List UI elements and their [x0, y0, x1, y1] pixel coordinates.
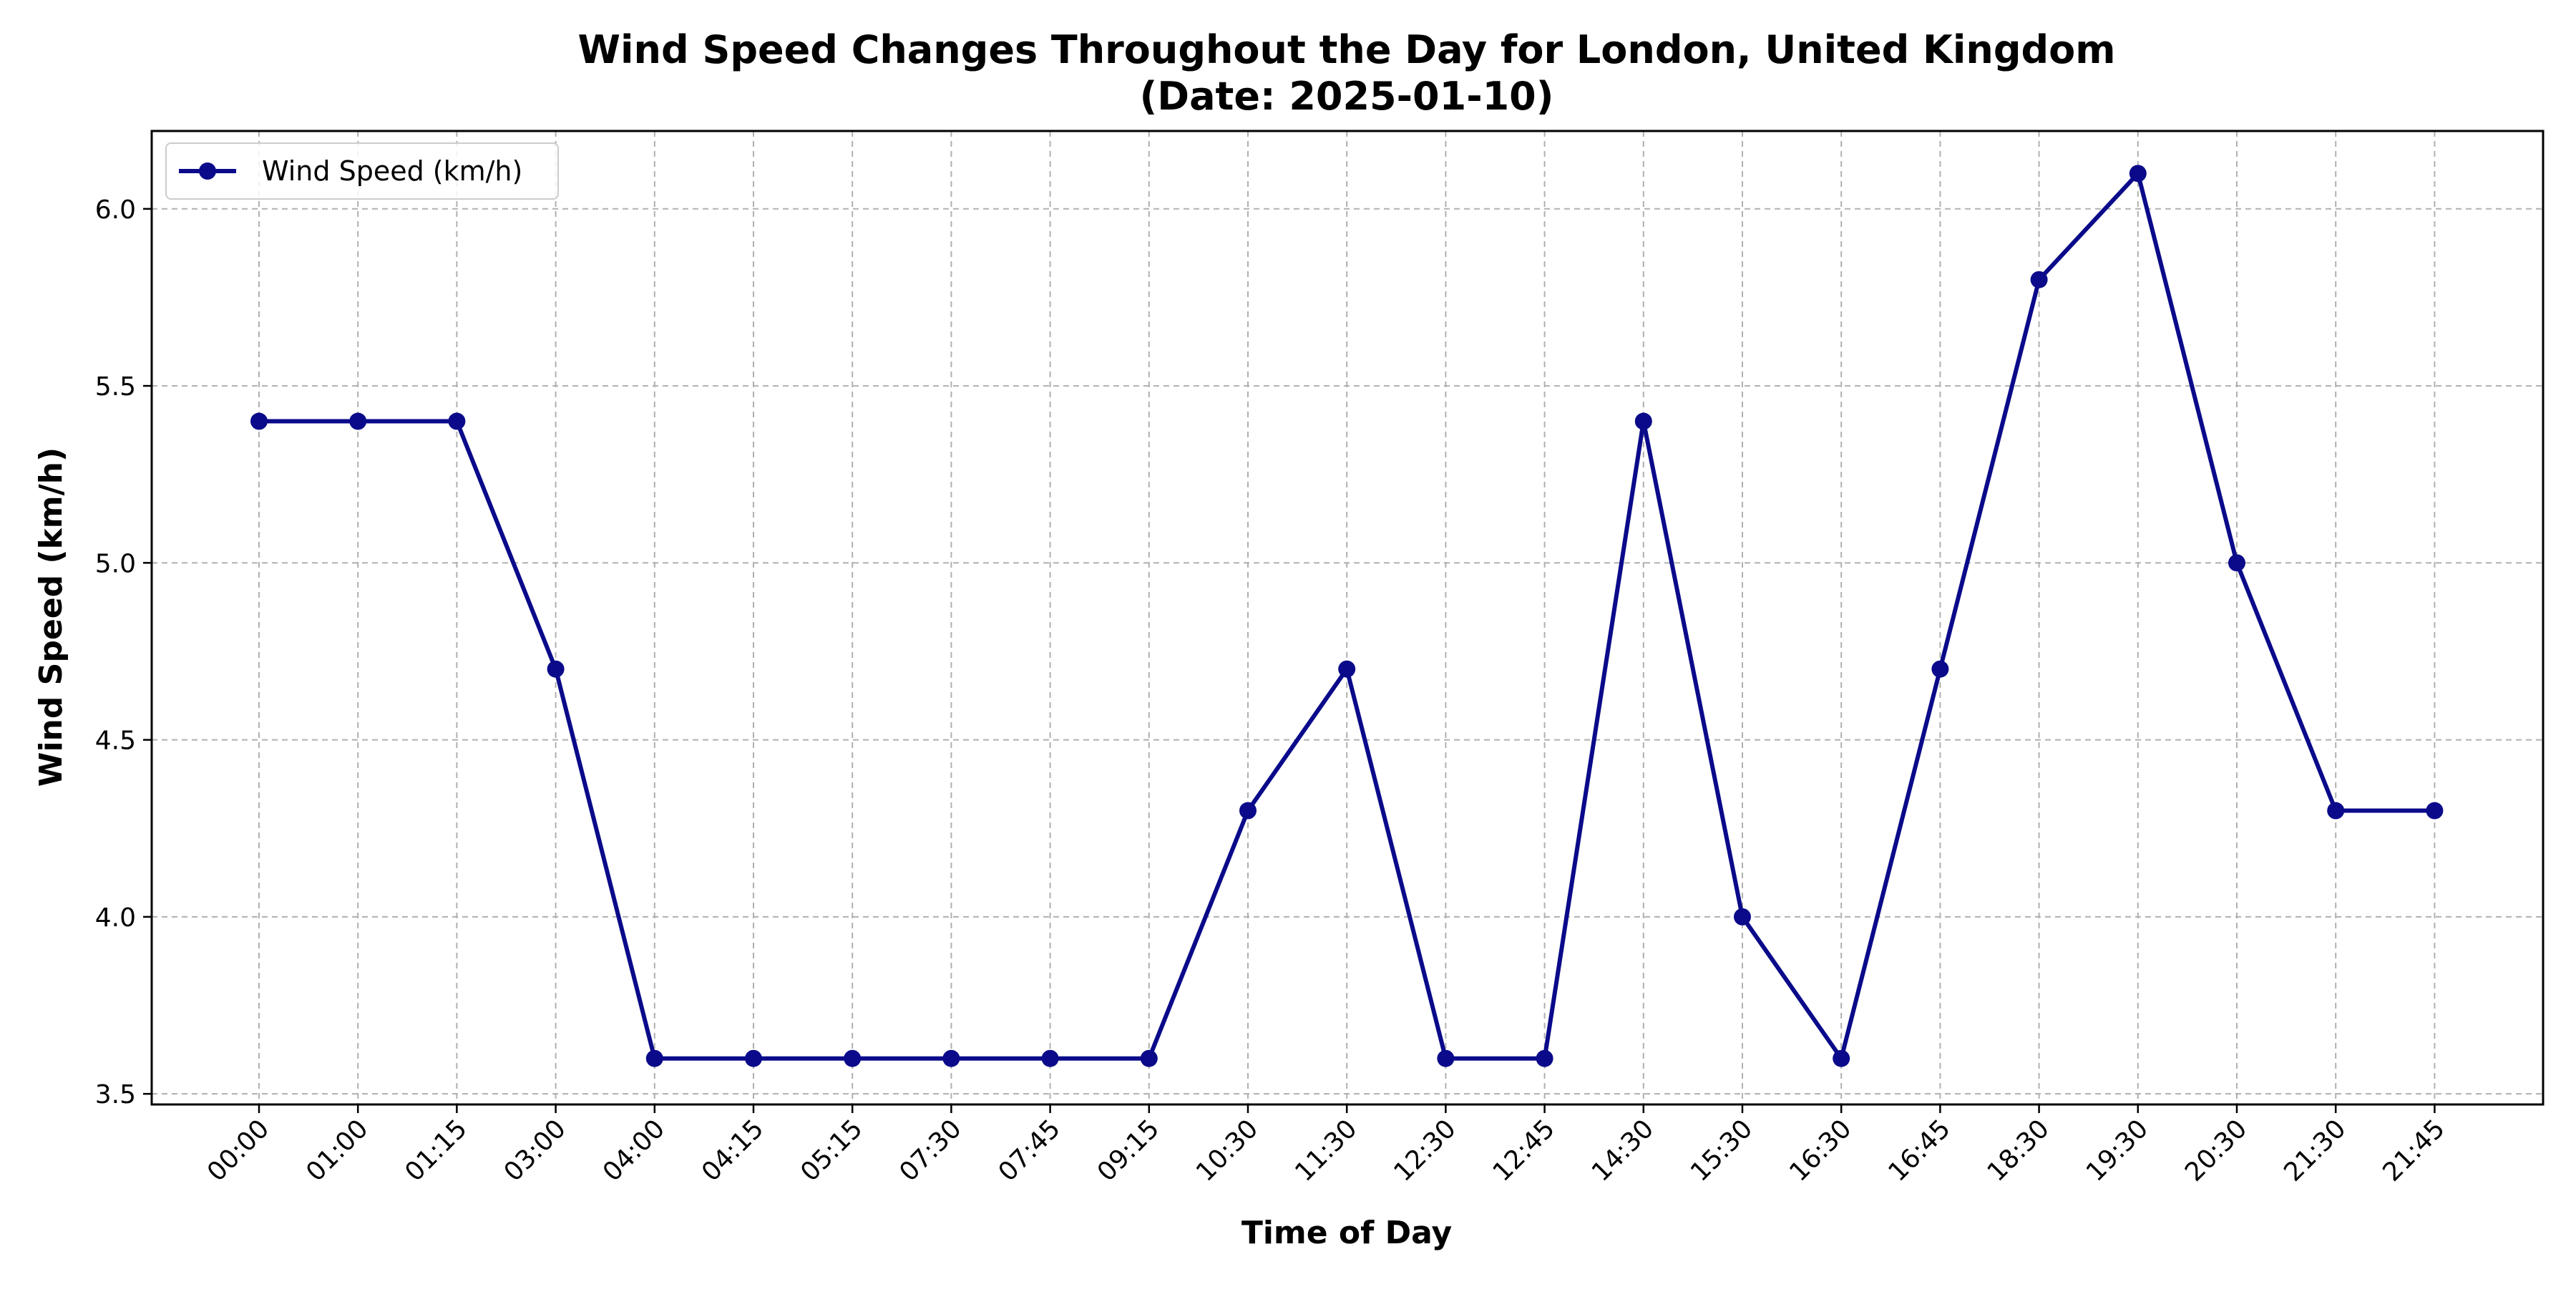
y-tick-label: 6.0: [95, 195, 136, 225]
data-point: [1634, 412, 1652, 430]
data-point: [1239, 802, 1257, 820]
data-point: [1833, 1049, 1850, 1067]
x-tick-label: 07:30: [894, 1114, 967, 1187]
x-tick-label: 16:30: [1784, 1114, 1857, 1187]
y-tick-label: 3.5: [95, 1080, 136, 1109]
x-tick-label: 11:30: [1289, 1114, 1362, 1187]
x-tick-label: 04:15: [696, 1114, 769, 1187]
legend-entry-label: Wind Speed (km/h): [262, 155, 522, 187]
y-tick-label: 4.5: [95, 727, 136, 756]
x-tick-label: 04:00: [597, 1114, 670, 1187]
data-point: [349, 412, 367, 430]
data-point: [1140, 1049, 1158, 1067]
data-point: [1437, 1049, 1455, 1067]
x-tick-label: 12:45: [1488, 1114, 1561, 1187]
data-point: [1734, 908, 1751, 926]
x-tick-label: 07:45: [993, 1114, 1066, 1187]
data-point: [1536, 1049, 1553, 1067]
x-tick-label: 01:15: [399, 1114, 472, 1187]
x-axis-label: Time of Day: [1241, 1215, 1452, 1251]
y-tick-label: 5.0: [95, 549, 136, 578]
x-tick-label: 12:30: [1388, 1114, 1461, 1187]
gridlines: [152, 131, 2543, 1104]
x-tick-label: 09:15: [1092, 1114, 1165, 1187]
y-ticks: 3.5 4.0 4.5 5.0 5.5 6.0: [95, 195, 152, 1109]
data-point: [2129, 165, 2147, 183]
x-ticks: 00:00 01:00 01:15 03:00 04:00 04:15 05:15 07:30…: [202, 1104, 2451, 1187]
x-tick-label: 00:00: [202, 1114, 275, 1187]
x-tick-label: 18:30: [1982, 1114, 2055, 1187]
legend: Wind Speed (km/h): [165, 142, 559, 200]
data-point: [547, 660, 565, 678]
data-point: [2426, 802, 2444, 820]
data-point: [2327, 802, 2345, 820]
data-point: [1338, 660, 1356, 678]
legend-box: [165, 142, 559, 200]
x-tick-label: 05:15: [795, 1114, 868, 1187]
x-tick-label: 10:30: [1191, 1114, 1264, 1187]
data-point: [942, 1049, 960, 1067]
data-point: [645, 1049, 663, 1067]
data-point: [2228, 554, 2245, 572]
data-point: [448, 412, 466, 430]
data-point: [844, 1049, 862, 1067]
x-tick-label: 19:30: [2081, 1114, 2154, 1187]
data-point: [1931, 660, 1949, 678]
y-tick-label: 5.5: [95, 372, 136, 402]
data-point: [745, 1049, 762, 1067]
data-point: [250, 412, 268, 430]
y-tick-label: 4.0: [95, 903, 136, 933]
chart-subtitle: (Date: 2025-01-10): [1140, 74, 1554, 119]
y-axis-label: Wind Speed (km/h): [33, 447, 69, 787]
x-tick-label: 03:00: [499, 1114, 572, 1187]
x-tick-label: 16:45: [1883, 1114, 1956, 1187]
x-tick-label: 15:30: [1685, 1114, 1758, 1187]
legend-marker-swatch: [199, 162, 216, 180]
series-layer: [250, 165, 2444, 1067]
x-tick-label: 14:30: [1586, 1114, 1659, 1187]
chart-title: Wind Speed Changes Throughout the Day fo…: [577, 27, 2115, 72]
x-tick-label: 21:30: [2278, 1114, 2351, 1187]
x-tick-label: 21:45: [2377, 1114, 2450, 1187]
x-tick-label: 20:30: [2180, 1114, 2253, 1187]
x-tick-label: 01:00: [301, 1114, 374, 1187]
data-point: [1041, 1049, 1059, 1067]
data-point: [2030, 271, 2048, 288]
